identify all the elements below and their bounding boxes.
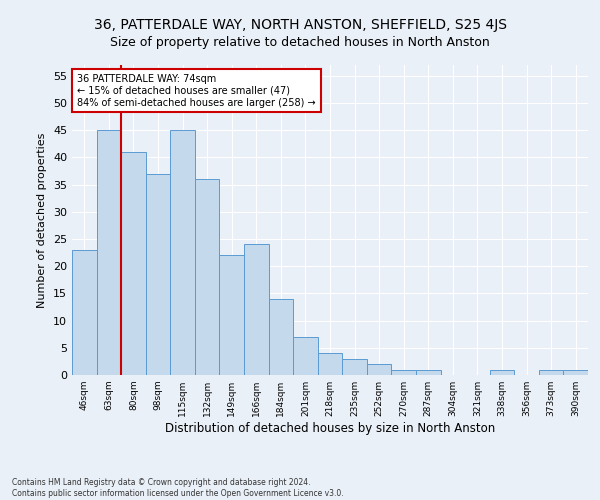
Bar	[72, 250, 97, 375]
Bar	[97, 130, 121, 375]
Text: Contains HM Land Registry data © Crown copyright and database right 2024.
Contai: Contains HM Land Registry data © Crown c…	[12, 478, 344, 498]
Bar	[146, 174, 170, 375]
Bar	[170, 130, 195, 375]
Bar	[367, 364, 391, 375]
Bar	[391, 370, 416, 375]
X-axis label: Distribution of detached houses by size in North Anston: Distribution of detached houses by size …	[165, 422, 495, 435]
Bar	[121, 152, 146, 375]
Bar	[244, 244, 269, 375]
Bar	[293, 337, 318, 375]
Bar	[269, 299, 293, 375]
Bar	[318, 353, 342, 375]
Text: 36 PATTERDALE WAY: 74sqm
← 15% of detached houses are smaller (47)
84% of semi-d: 36 PATTERDALE WAY: 74sqm ← 15% of detach…	[77, 74, 316, 108]
Text: 36, PATTERDALE WAY, NORTH ANSTON, SHEFFIELD, S25 4JS: 36, PATTERDALE WAY, NORTH ANSTON, SHEFFI…	[94, 18, 506, 32]
Y-axis label: Number of detached properties: Number of detached properties	[37, 132, 47, 308]
Bar	[490, 370, 514, 375]
Bar	[220, 256, 244, 375]
Bar	[195, 179, 220, 375]
Bar	[539, 370, 563, 375]
Bar	[416, 370, 440, 375]
Bar	[342, 358, 367, 375]
Bar	[563, 370, 588, 375]
Text: Size of property relative to detached houses in North Anston: Size of property relative to detached ho…	[110, 36, 490, 49]
